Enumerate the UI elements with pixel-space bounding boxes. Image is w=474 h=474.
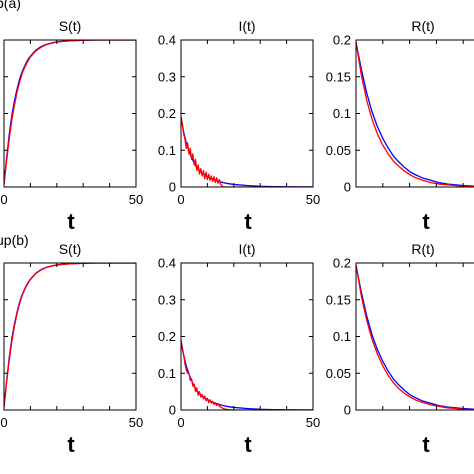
y-tick-label: 0.4 (158, 256, 176, 271)
y-tick-label: 0 (344, 403, 351, 418)
x-tick-label: 50 (129, 192, 143, 207)
x-tick-label: 0 (177, 415, 184, 430)
plot-frame (180, 262, 314, 411)
series-line-blue (4, 263, 136, 408)
series-line-red (4, 263, 136, 408)
series-line-red (4, 40, 136, 185)
plot-frame (355, 39, 474, 188)
x-tick-label: 50 (306, 415, 320, 430)
y-tick-label: 0.05 (326, 366, 351, 381)
plot-frame (355, 262, 474, 411)
y-tick-label: 0.4 (158, 33, 176, 48)
y-tick-label: 0.1 (158, 143, 176, 158)
series-line-red (356, 41, 474, 187)
series-line-red (181, 116, 313, 187)
plot-frame (3, 39, 137, 188)
y-tick-label: 0.1 (333, 106, 351, 121)
y-tick-label: 0.2 (158, 106, 176, 121)
y-tick-label: 0.2 (158, 329, 176, 344)
y-tick-label: 0.15 (326, 69, 351, 84)
series-line-blue (356, 41, 474, 187)
x-axis-label: t (244, 209, 252, 234)
y-tick-label: 0 (344, 180, 351, 195)
panel-3: R(t) 0 0.05 0.1 0.15 0.2 t (326, 18, 474, 234)
x-axis-label: t (244, 432, 252, 457)
x-axis-label: t (422, 209, 430, 234)
x-axis-label: t (422, 432, 430, 457)
panel-4: S(t) 0 50 t (0, 241, 143, 457)
y-tick-label: 0.2 (333, 256, 351, 271)
series-line-blue (181, 116, 313, 187)
y-tick-label: 0 (169, 180, 176, 195)
panel-title: I(t) (238, 241, 255, 257)
series-line-blue (356, 264, 474, 410)
panel-title: S(t) (59, 241, 82, 257)
x-tick-label: 0 (0, 192, 7, 207)
x-tick-label: 50 (129, 415, 143, 430)
panel-title: R(t) (411, 241, 434, 257)
y-tick-label: 0.3 (158, 69, 176, 84)
x-axis-label: t (67, 209, 75, 234)
y-tick-label: 0 (169, 403, 176, 418)
panel-1: S(t) 0 50 t (0, 18, 143, 234)
plot-frame (180, 39, 314, 188)
y-tick-label: 0.05 (326, 143, 351, 158)
series-line-red (181, 339, 313, 410)
series-line-red (356, 264, 474, 410)
series-line-blue (181, 339, 313, 410)
y-tick-label: 0.15 (326, 292, 351, 307)
x-axis-label: t (67, 432, 75, 457)
row-label: up(b) (0, 232, 29, 248)
panel-6: R(t) 0 0.05 0.1 0.15 0.2 t (326, 241, 474, 457)
panel-title: S(t) (59, 18, 82, 34)
plot-frame (3, 262, 137, 411)
panel-title: I(t) (238, 18, 255, 34)
panel-5: I(t) 0 0.1 0.2 0.3 0.4 0 50 t (158, 241, 320, 457)
row-label: b(a) (0, 0, 21, 11)
x-tick-label: 0 (0, 415, 7, 430)
panel-2: I(t) 0 0.1 0.2 0.3 0.4 0 50 t (158, 18, 320, 234)
y-tick-label: 0.2 (333, 33, 351, 48)
series-line-blue (4, 40, 136, 185)
x-tick-label: 50 (306, 192, 320, 207)
y-tick-label: 0.1 (333, 329, 351, 344)
y-tick-label: 0.3 (158, 292, 176, 307)
panel-title: R(t) (411, 18, 434, 34)
y-tick-label: 0.1 (158, 366, 176, 381)
x-tick-label: 0 (177, 192, 184, 207)
